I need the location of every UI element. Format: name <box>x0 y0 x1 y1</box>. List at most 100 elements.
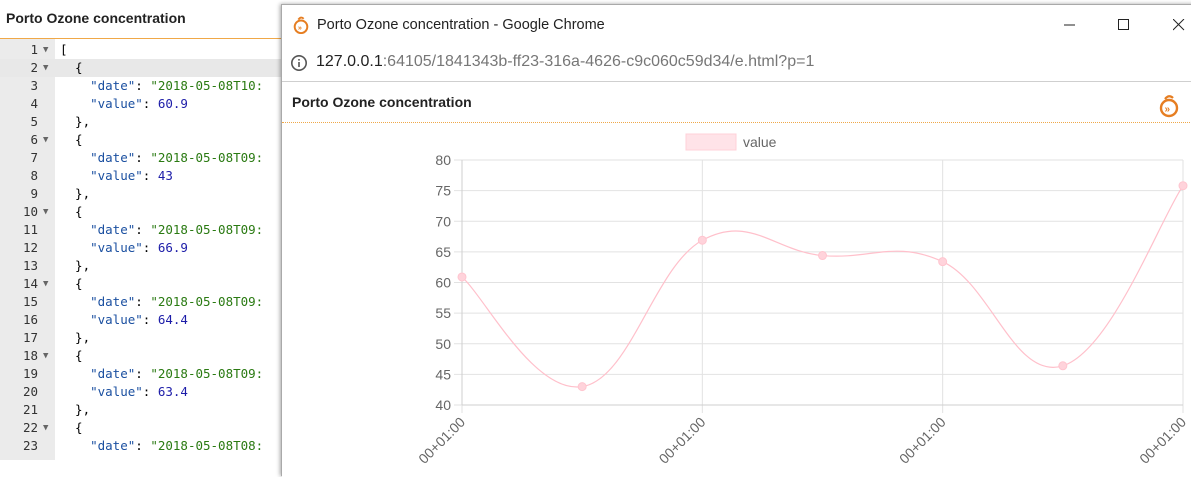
fold-arrow-icon[interactable]: ▼ <box>43 207 49 217</box>
app-logo-icon: » <box>1159 95 1179 118</box>
x-tick-label: 00+01:00 <box>1136 414 1189 467</box>
code-text: }, <box>60 402 91 417</box>
code-line[interactable]: 16 "value": 64.4 <box>0 311 290 329</box>
code-line[interactable]: 10 ▼ { <box>0 203 290 221</box>
code-text: "date": "2018-05-08T08: <box>90 438 264 453</box>
code-line[interactable]: 12 "value": 66.9 <box>0 239 290 257</box>
maximize-icon <box>1118 19 1129 30</box>
legend-label: value <box>743 134 777 150</box>
data-point <box>1058 361 1068 371</box>
minimize-button[interactable] <box>1047 9 1093 41</box>
url-host: 127.0.0.1 <box>316 53 383 70</box>
info-icon[interactable] <box>290 54 308 72</box>
x-tick-label: 00+01:00 <box>656 414 709 467</box>
line-number: 3 <box>30 78 38 93</box>
data-point <box>938 257 948 267</box>
fold-arrow-icon[interactable]: ▼ <box>43 45 49 55</box>
code-text: }, <box>60 330 91 345</box>
code-line[interactable]: 1 ▼ [ <box>0 41 290 59</box>
y-tick-label: 75 <box>435 183 451 199</box>
data-point <box>577 382 587 392</box>
minimize-icon <box>1064 24 1075 26</box>
code-line[interactable]: 18 ▼ { <box>0 347 290 365</box>
legend-swatch <box>685 133 737 151</box>
fold-arrow-icon[interactable]: ▼ <box>43 279 49 289</box>
json-editor[interactable]: 1 ▼[2 ▼ {3 "date": "2018-05-08T10: 4 "value… <box>0 39 290 460</box>
y-tick-label: 55 <box>435 305 451 321</box>
line-number: 8 <box>30 168 38 183</box>
y-tick-label: 60 <box>435 275 451 291</box>
code-text: "date": "2018-05-08T09: <box>90 366 264 381</box>
y-tick-label: 70 <box>435 213 451 229</box>
code-text: { <box>60 276 83 291</box>
y-tick-label: 40 <box>435 397 451 413</box>
code-line[interactable]: 22 ▼ { <box>0 419 290 437</box>
fold-arrow-icon[interactable]: ▼ <box>43 423 49 433</box>
code-line[interactable]: 14 ▼ { <box>0 275 290 293</box>
code-text: { <box>60 348 83 363</box>
line-number: 21 <box>22 402 38 417</box>
ozone-line-chart: 40 45 50 55 60 65 70 75 80 00+01:00 00+01:00 00+01:… <box>415 133 1189 467</box>
line-number: 7 <box>30 150 38 165</box>
y-tick-label: 45 <box>435 366 451 382</box>
line-number: 2 <box>30 60 38 75</box>
code-line[interactable]: 15 "date": "2018-05-08T09: <box>0 293 290 311</box>
maximize-button[interactable] <box>1101 9 1147 41</box>
line-number: 1 <box>30 42 38 57</box>
code-line[interactable]: 3 "date": "2018-05-08T10: <box>0 77 290 95</box>
code-text: "value": 64.4 <box>90 312 188 327</box>
line-number: 19 <box>22 366 38 381</box>
line-number: 18 <box>22 348 38 363</box>
code-text: "value": 63.4 <box>90 384 188 399</box>
code-line[interactable]: 6 ▼ { <box>0 131 290 149</box>
line-number: 16 <box>22 312 38 327</box>
code-text: "date": "2018-05-08T09: <box>90 294 264 309</box>
code-text: "value": 66.9 <box>90 240 188 255</box>
fold-arrow-icon[interactable]: ▼ <box>43 135 49 145</box>
line-number: 12 <box>22 240 38 255</box>
code-text: }, <box>60 114 91 129</box>
svg-text:»: » <box>298 23 302 32</box>
code-line[interactable]: 13 }, <box>0 257 290 275</box>
code-line[interactable]: 7 "date": "2018-05-08T09: <box>0 149 290 167</box>
y-tick-label: 50 <box>435 336 451 352</box>
window-titlebar[interactable]: » Porto Ozone concentration - Google Chr… <box>282 5 1191 45</box>
line-number: 23 <box>22 438 38 453</box>
line-number: 11 <box>22 222 38 237</box>
code-line[interactable]: 8 "value": 43 <box>0 167 290 185</box>
y-tick-label: 80 <box>435 152 451 168</box>
code-line[interactable]: 9 }, <box>0 185 290 203</box>
line-number: 22 <box>22 420 38 435</box>
line-number: 17 <box>22 330 38 345</box>
line-number: 13 <box>22 258 38 273</box>
app-logo-icon: » <box>293 16 309 34</box>
code-line[interactable]: 2 ▼ { <box>0 59 290 77</box>
line-number: 14 <box>22 276 38 291</box>
fold-arrow-icon[interactable]: ▼ <box>43 63 49 73</box>
code-line[interactable]: 23 "date": "2018-05-08T08: <box>0 437 290 455</box>
line-number: 10 <box>22 204 38 219</box>
code-line[interactable]: 17 }, <box>0 329 290 347</box>
code-text: [ <box>60 42 68 57</box>
data-point <box>697 235 707 245</box>
url-path: :64105/1841343b-ff23-316a-4626-c9c060c59… <box>382 53 815 70</box>
data-point <box>818 251 827 261</box>
url-text[interactable]: 127.0.0.1:64105/1841343b-ff23-316a-4626-… <box>316 53 814 71</box>
code-text: "date": "2018-05-08T09: <box>90 150 264 165</box>
chrome-popup-window: » Porto Ozone concentration - Google Chr… <box>281 4 1191 477</box>
address-bar[interactable]: 127.0.0.1:64105/1841343b-ff23-316a-4626-… <box>282 45 1191 82</box>
line-number: 20 <box>22 384 38 399</box>
data-point <box>457 272 467 282</box>
y-tick-label: 65 <box>435 244 451 260</box>
code-text: "date": "2018-05-08T10: <box>90 78 264 93</box>
close-button[interactable] <box>1156 9 1191 41</box>
code-line[interactable]: 21 }, <box>0 401 290 419</box>
code-line[interactable]: 20 "value": 63.4 <box>0 383 290 401</box>
code-line[interactable]: 11 "date": "2018-05-08T09: <box>0 221 290 239</box>
code-line[interactable]: 19 "date": "2018-05-08T09: <box>0 365 290 383</box>
x-tick-label: 00+01:00 <box>896 414 949 467</box>
code-text: "date": "2018-05-08T09: <box>90 222 264 237</box>
code-line[interactable]: 4 "value": 60.9 <box>0 95 290 113</box>
code-line[interactable]: 5 }, <box>0 113 290 131</box>
fold-arrow-icon[interactable]: ▼ <box>43 351 49 361</box>
